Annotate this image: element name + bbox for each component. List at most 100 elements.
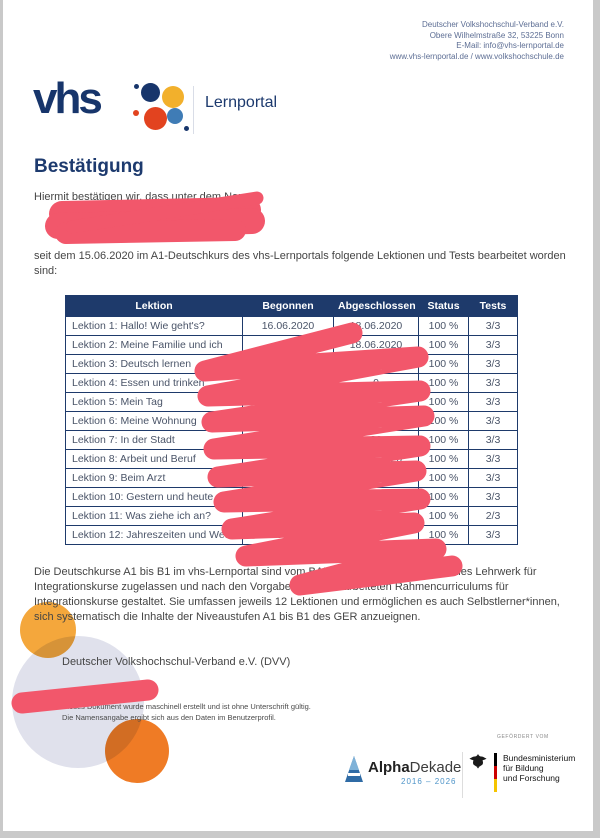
address-line: Obere Wilhelmstraße 32, 53225 Bonn [429,30,564,40]
cell-abgeschlossen: 0 [333,373,419,393]
column-header-abgeschlossen: Abgeschlossen [333,295,419,317]
alphadekade-light: Dekade [409,759,462,776]
cell-status: 100 % [418,525,469,545]
cell-tests: 2/3 [468,506,518,526]
column-header-status: Status [418,295,469,317]
table-row: Lektion 11: Was ziehe ich an? 09.0 100 %… [65,506,518,526]
logo-product-name: Lernportal [205,94,278,111]
cell-status: 100 % [418,373,469,393]
table-row: Lektion 9: Beim Arzt 19.08.2020 2020 100… [65,468,518,488]
cell-abgeschlossen: 20 [333,430,419,450]
ministry-line: Bundesministerium [503,753,576,763]
cell-tests: 3/3 [468,468,518,488]
cell-begonnen: 16.06.2020 [242,316,334,336]
cell-abgeschlossen: 2020 [333,468,419,488]
cell-lektion: Lektion 7: In der Stadt [65,430,243,450]
table-row: Lektion 3: Deutsch lernen 20 100 % 3/3 [65,354,518,374]
cell-begonnen [242,335,334,355]
logo-dot-yellow [162,86,184,108]
cell-tests: 3/3 [468,316,518,336]
cell-status: 100 % [418,335,469,355]
intro-line: Hiermit bestätigen wir, dass unter dem N… [34,191,260,203]
table-row: Lektion 8: Arbeit und Beruf 05 13.08.202… [65,449,518,469]
cell-status: 100 % [418,316,469,336]
cell-status: 100 % [418,487,469,507]
table-row: Lektion 5: Mein Tag 06.07. 100 % 3/3 [65,392,518,412]
cell-tests: 3/3 [468,487,518,507]
cell-lektion: Lektion 8: Arbeit und Beruf [65,449,243,469]
cell-begonnen: 06.07. [242,392,334,412]
logo-dot-blue [167,108,183,124]
logo-dot-navy [141,83,160,102]
cell-lektion: Lektion 1: Hallo! Wie geht's? [65,316,243,336]
table-header-row: Lektion Begonnen Abgeschlossen Status Te… [65,295,518,317]
cell-status: 100 % [418,354,469,374]
logo-dot-red-small [133,110,139,116]
german-flag-stripe [494,753,497,792]
cell-status: 100 % [418,506,469,526]
cell-abgeschlossen: 13.08.2020 [333,449,419,469]
cell-abgeschlossen: 29.07.2020 [333,411,419,431]
cell-status: 100 % [418,411,469,431]
address-line: E-Mail: info@vhs-lernportal.de [456,41,564,50]
cell-abgeschlossen: 020 [333,525,419,545]
table-row: Lektion 10: Gestern und heute 26 100 % 3… [65,487,518,507]
alphadekade-logo-text: AlphaDekade [368,759,461,776]
decorative-circle-yellow [20,602,76,658]
cell-lektion: Lektion 5: Mein Tag [65,392,243,412]
fine-print: Dieses Dokument wurde maschinell erstell… [62,701,311,723]
ministry-line: und Forschung [503,773,560,783]
logo-dot-navy-small [134,84,139,89]
cell-begonnen: 26 [242,487,334,507]
cell-lektion: Lektion 3: Deutsch lernen [65,354,243,374]
cell-lektion: Lektion 4: Essen und trinken [65,373,243,393]
footer-logo-divider [462,752,463,798]
lessons-table: Lektion Begonnen Abgeschlossen Status Te… [65,295,518,545]
cell-tests: 3/3 [468,430,518,450]
address-line: www.vhs-lernportal.de / www.volkshochsch… [389,51,564,61]
cell-abgeschlossen: 18.06.2020 [333,335,419,355]
cell-tests: 3/3 [468,354,518,374]
cell-lektion: Lektion 10: Gestern und heute [65,487,243,507]
ministry-line: für Bildung [503,763,544,773]
decorative-circle-orange [105,719,169,783]
table-row: Lektion 4: Essen und trinken 23 0 100 % … [65,373,518,393]
cell-lektion: Lektion 12: Jahreszeiten und Wetter [65,525,243,545]
cell-begonnen [242,354,334,374]
logo-dot-red [144,107,167,130]
cell-tests: 3/3 [468,335,518,355]
ministry-logo-text: Bundesministerium für Bildung und Forsch… [503,753,575,783]
column-header-begonnen: Begonnen [242,295,334,317]
table-row: Lektion 7: In der Stadt 20 100 % 3/3 [65,430,518,450]
cell-abgeschlossen [333,487,419,507]
table-row: Lektion 2: Meine Familie und ich 18.06.2… [65,335,518,355]
cell-lektion: Lektion 9: Beim Arzt [65,468,243,488]
alphadekade-bold: Alpha [368,759,410,776]
vhs-logo-wordmark: vhs [33,74,103,123]
body-paragraph: Die Deutschkurse A1 bis B1 im vhs-Lernpo… [34,566,560,623]
funding-label: GEFÖRDERT VOM [497,734,549,740]
column-header-lektion: Lektion [65,295,243,317]
alphadekade-years: 2016 – 2026 [401,777,457,786]
cell-begonnen: 22.07.2 [242,411,334,431]
logo-dot-navy-tiny [184,126,189,131]
cell-begonnen: 23.09.2020 [242,525,334,545]
cell-tests: 3/3 [468,373,518,393]
cell-tests: 3/3 [468,411,518,431]
cell-abgeschlossen [333,392,419,412]
cell-lektion: Lektion 11: Was ziehe ich an? [65,506,243,526]
signature-org: Deutscher Volkshochschul-Verband e.V. (D… [62,656,291,668]
cell-begonnen: 19.08.2020 [242,468,334,488]
column-header-tests: Tests [468,295,518,317]
table-row: Lektion 1: Hallo! Wie geht's? 16.06.2020… [65,316,518,336]
cell-begonnen: 23 [242,373,334,393]
alphadekade-logo-icon [345,756,363,782]
cell-status: 100 % [418,449,469,469]
cell-status: 100 % [418,468,469,488]
table-row: Lektion 12: Jahreszeiten und Wetter 23.0… [65,525,518,545]
table-row: Lektion 6: Meine Wohnung 22.07.2 29.07.2… [65,411,518,431]
address-line: Deutscher Volkshochschul-Verband e.V. [421,20,564,29]
cell-abgeschlossen: 18.06.2020 [333,316,419,336]
header-address: Deutscher Volkshochschul-Verband e.V. Ob… [390,20,564,62]
